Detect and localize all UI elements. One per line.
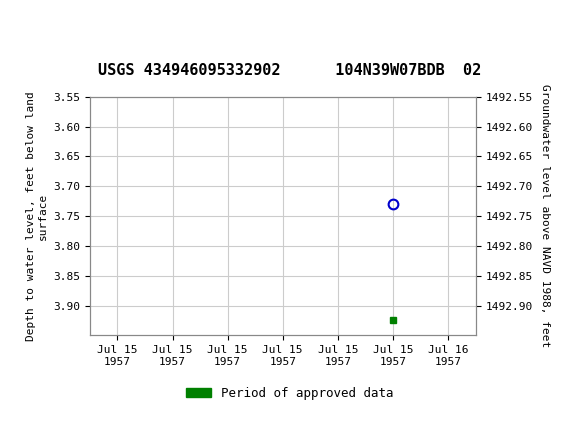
Text: USGS 434946095332902      104N39W07BDB  02: USGS 434946095332902 104N39W07BDB 02	[99, 64, 481, 78]
Text: ╳USGS: ╳USGS	[14, 15, 69, 36]
Y-axis label: Groundwater level above NAVD 1988, feet: Groundwater level above NAVD 1988, feet	[539, 84, 549, 348]
Y-axis label: Depth to water level, feet below land
surface: Depth to water level, feet below land su…	[26, 91, 48, 341]
Legend: Period of approved data: Period of approved data	[181, 382, 399, 405]
